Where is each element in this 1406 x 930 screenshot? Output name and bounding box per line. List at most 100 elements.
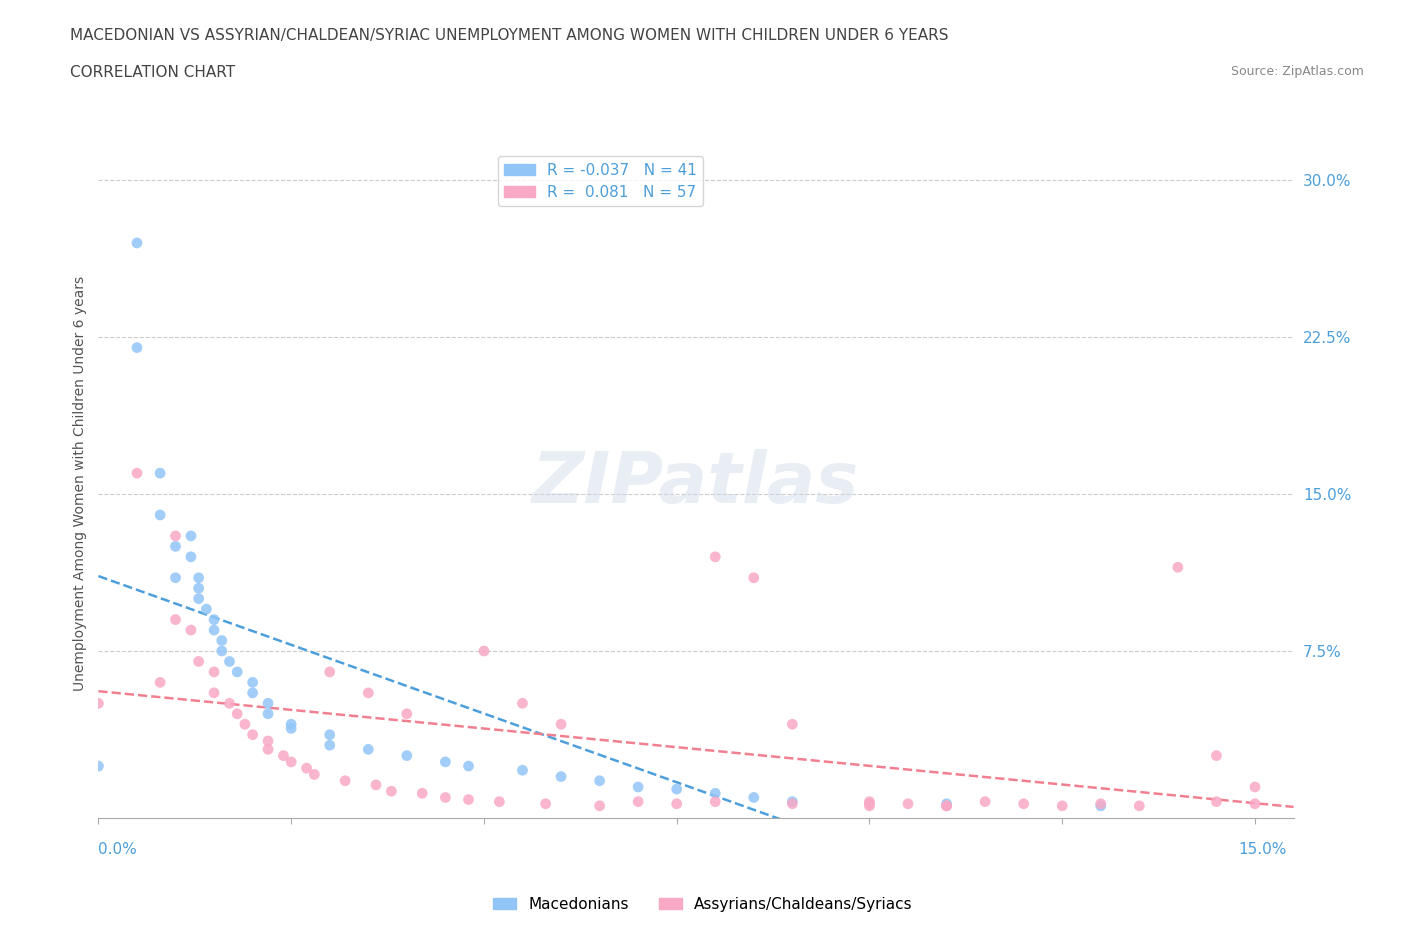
Point [202,623,225,638]
Point [257,696,280,711]
Point [319,727,342,742]
Point [233,717,256,732]
Point [125,466,148,481]
Point [935,796,957,811]
Point [257,734,280,749]
Point [627,779,650,794]
Point [935,798,957,813]
Point [411,786,433,801]
Point [1205,794,1227,809]
Text: 0.0%: 0.0% [98,842,138,857]
Text: Source: ZipAtlas.com: Source: ZipAtlas.com [1230,65,1364,78]
Point [742,790,765,805]
Point [550,717,572,732]
Text: CORRELATION CHART: CORRELATION CHART [70,65,235,80]
Point [1205,748,1227,763]
Point [1244,796,1267,811]
Point [588,798,610,813]
Point [180,550,202,565]
Point [165,539,187,554]
Point [149,466,172,481]
Point [187,654,209,669]
Point [935,798,957,813]
Point [202,685,225,700]
Point [704,786,727,801]
Point [357,742,380,757]
Point [218,654,240,669]
Point [704,550,727,565]
Point [125,235,148,250]
Point [1128,798,1150,813]
Point [1090,798,1112,813]
Point [165,612,187,627]
Point [165,570,187,585]
Point [1167,560,1189,575]
Point [180,623,202,638]
Point [187,570,209,585]
Point [242,685,264,700]
Point [1050,798,1073,813]
Point [488,794,510,809]
Point [226,664,249,679]
Point [202,664,225,679]
Point [472,644,495,658]
Point [704,794,727,809]
Point [858,798,880,813]
Text: MACEDONIAN VS ASSYRIAN/CHALDEAN/SYRIAC UNEMPLOYMENT AMONG WOMEN WITH CHILDREN UN: MACEDONIAN VS ASSYRIAN/CHALDEAN/SYRIAC U… [70,28,949,43]
Point [180,528,202,543]
Point [280,754,302,769]
Point [588,774,610,789]
Point [1090,796,1112,811]
Point [1012,796,1035,811]
Point [782,796,804,811]
Point [1244,779,1267,794]
Point [87,696,110,711]
Point [782,794,804,809]
Point [550,769,572,784]
Point [380,784,402,799]
Point [187,591,209,606]
Point [211,633,233,648]
Point [218,696,240,711]
Point [273,748,295,763]
Point [858,794,880,809]
Point [257,707,280,722]
Point [782,717,804,732]
Point [974,794,997,809]
Point [149,675,172,690]
Point [395,707,418,722]
Point [319,737,342,752]
Point [434,754,457,769]
Point [357,685,380,700]
Y-axis label: Unemployment Among Women with Children Under 6 years: Unemployment Among Women with Children U… [73,276,87,691]
Point [457,759,479,774]
Point [627,794,650,809]
Point [242,727,264,742]
Point [125,340,148,355]
Point [665,781,688,796]
Point [395,748,418,763]
Point [457,792,479,807]
Point [226,707,249,722]
Point [665,796,688,811]
Point [187,580,209,596]
Point [195,602,218,617]
Point [280,721,302,736]
Point [512,763,534,777]
Point [295,761,318,776]
Point [304,767,326,782]
Legend: Macedonians, Assyrians/Chaldeans/Syriacs: Macedonians, Assyrians/Chaldeans/Syriacs [486,891,920,918]
Point [434,790,457,805]
Point [149,508,172,523]
Point [858,796,880,811]
Text: ZIPatlas: ZIPatlas [533,449,859,518]
Point [165,528,187,543]
Point [202,612,225,627]
Point [534,796,557,811]
Point [280,717,302,732]
Point [242,675,264,690]
Point [87,759,110,774]
Point [319,664,342,679]
Point [742,570,765,585]
Point [364,777,387,792]
